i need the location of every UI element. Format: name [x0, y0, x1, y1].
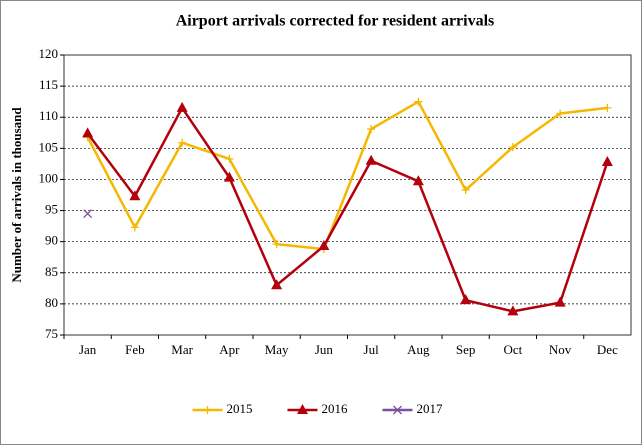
x-tick-label: Apr — [219, 342, 240, 357]
y-tick-label: 120 — [39, 46, 59, 61]
marker — [603, 103, 612, 112]
legend-label: 2017 — [417, 401, 444, 416]
marker — [461, 186, 470, 195]
x-tick-label: Feb — [125, 342, 145, 357]
x-tick-label: Jun — [315, 342, 334, 357]
y-tick-label: 85 — [45, 264, 58, 279]
chart-title: Airport arrivals corrected for resident … — [176, 13, 495, 30]
marker — [508, 143, 517, 152]
marker — [271, 279, 283, 290]
marker — [82, 127, 94, 138]
legend-label: 2016 — [322, 401, 349, 416]
marker — [412, 175, 424, 186]
marker — [176, 101, 188, 112]
marker — [556, 109, 565, 118]
x-tick-label: Aug — [407, 342, 430, 357]
y-axis-label: Number of arrivals in thousand — [9, 107, 24, 283]
y-tick-label: 90 — [45, 233, 58, 248]
marker — [460, 294, 472, 305]
marker — [297, 404, 308, 414]
y-tick-label: 115 — [39, 77, 58, 92]
marker — [365, 154, 377, 165]
x-tick-label: May — [265, 342, 289, 357]
series-line — [86, 100, 608, 251]
x-tick-label: Oct — [503, 342, 522, 357]
marker — [178, 138, 187, 147]
marker — [203, 406, 212, 414]
marker — [507, 305, 519, 316]
y-tick-label: 105 — [39, 139, 59, 154]
y-tick-label: 75 — [45, 326, 58, 341]
x-tick-label: Jul — [364, 342, 380, 357]
marker — [414, 97, 423, 106]
marker — [601, 156, 613, 167]
marker — [129, 190, 141, 201]
plot-area — [63, 54, 632, 336]
legend-label: 2015 — [227, 401, 253, 416]
y-tick-label: 80 — [45, 295, 58, 310]
marker — [318, 240, 330, 251]
x-tick-label: Jan — [79, 342, 97, 357]
y-tick-label: 95 — [45, 202, 58, 217]
marker — [225, 154, 234, 163]
marker — [554, 296, 566, 307]
marker — [367, 125, 376, 134]
x-tick-label: Nov — [549, 342, 572, 357]
marker — [272, 240, 281, 249]
marker — [83, 209, 93, 219]
y-tick-label: 110 — [39, 108, 58, 123]
marker — [130, 223, 139, 232]
series-line — [86, 106, 609, 313]
marker — [393, 405, 402, 415]
y-tick-label: 100 — [39, 170, 59, 185]
marker — [223, 171, 235, 182]
x-tick-label: Sep — [456, 342, 476, 357]
x-tick-label: Dec — [597, 342, 618, 357]
x-tick-label: Mar — [171, 342, 193, 357]
